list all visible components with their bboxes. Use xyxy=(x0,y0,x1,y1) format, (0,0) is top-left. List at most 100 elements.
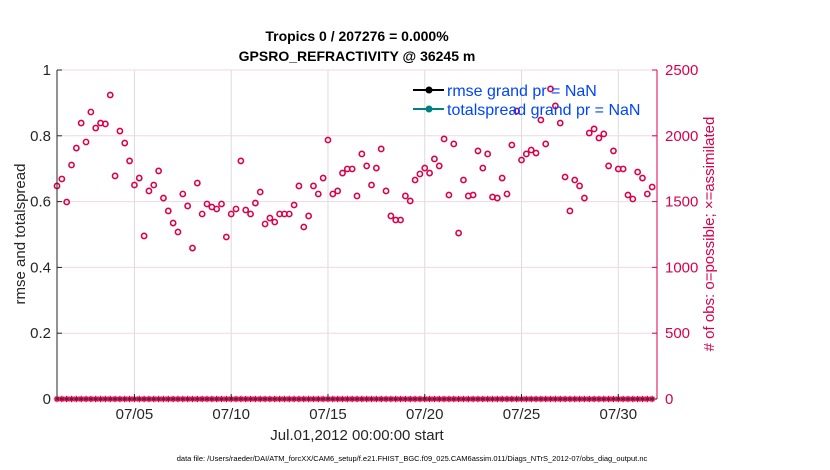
possible-obs-point xyxy=(493,194,501,202)
possible-obs-point xyxy=(363,162,371,170)
possible-obs-point xyxy=(605,162,613,170)
possible-obs-point xyxy=(382,187,390,195)
possible-obs-point xyxy=(581,194,588,202)
possible-obs-point xyxy=(455,229,463,237)
possible-obs-point xyxy=(474,147,482,155)
possible-obs-point xyxy=(503,190,511,198)
possible-obs-point xyxy=(222,233,230,241)
x-tick-label: 07/25 xyxy=(503,406,541,423)
possible-obs-point xyxy=(648,183,656,191)
possible-obs-point xyxy=(82,138,90,146)
possible-obs-point xyxy=(348,165,356,173)
possible-obs-point xyxy=(547,85,554,93)
possible-obs-point xyxy=(140,232,148,240)
possible-obs-point xyxy=(169,219,177,227)
possible-obs-point xyxy=(58,175,66,183)
possible-obs-point xyxy=(576,182,583,190)
possible-obs-point xyxy=(131,181,138,189)
possible-obs-point xyxy=(556,119,564,127)
possible-obs-point xyxy=(624,191,632,199)
possible-obs-point xyxy=(334,187,342,195)
possible-obs-point xyxy=(319,174,327,182)
possible-obs-point xyxy=(619,165,627,173)
y-tick-label-left: 0.4 xyxy=(30,259,51,276)
possible-obs-point xyxy=(150,181,158,189)
possible-obs-point xyxy=(256,188,264,196)
possible-obs-point xyxy=(145,187,153,195)
possible-obs-point xyxy=(566,207,574,215)
possible-obs-point xyxy=(251,199,259,207)
possible-obs-point xyxy=(155,167,163,175)
possible-obs-point xyxy=(484,150,492,158)
possible-obs-point xyxy=(634,168,642,176)
possible-obs-point xyxy=(518,156,525,164)
possible-obs-point xyxy=(213,205,221,213)
legend-marker-totalspread xyxy=(425,105,433,113)
possible-obs-point xyxy=(498,174,506,182)
x-tick-label: 07/05 xyxy=(116,406,154,423)
y-axis-label-left: rmse and totalspread xyxy=(12,164,29,305)
possible-obs-point xyxy=(416,170,424,178)
possible-obs-point xyxy=(184,202,192,210)
possible-obs-point xyxy=(198,210,206,218)
possible-obs-point xyxy=(164,207,172,215)
possible-obs-point xyxy=(111,172,119,180)
possible-obs-point xyxy=(68,161,75,169)
possible-obs-point xyxy=(387,212,395,220)
x-axis-label: Jul.01,2012 00:00:00 start xyxy=(270,427,444,444)
possible-obs-point xyxy=(639,174,646,182)
possible-obs-point xyxy=(508,141,516,149)
possible-obs-point xyxy=(266,214,274,222)
possible-obs-point xyxy=(600,130,608,138)
possible-obs-point xyxy=(561,173,569,181)
possible-obs-point xyxy=(237,157,245,165)
legend: rmse grand pr = NaN totalspread grand pr… xyxy=(413,83,640,119)
y-axis-label-right: # of obs: o=possible; ×=assimilated xyxy=(701,117,718,352)
chart-title-line2: GPSRO_REFRACTIVITY @ 36245 m xyxy=(239,48,476,64)
possible-obs-point xyxy=(77,119,85,127)
possible-obs-point xyxy=(421,164,429,172)
possible-obs-point xyxy=(460,176,467,184)
x-tick-label: 07/15 xyxy=(309,406,347,423)
possible-obs-point xyxy=(571,176,579,184)
possible-obs-point xyxy=(203,200,211,208)
possible-obs-point xyxy=(629,195,637,203)
possible-obs-point xyxy=(339,169,346,177)
possible-obs-point xyxy=(532,149,540,157)
possible-obs-point xyxy=(445,191,453,199)
y-tick-label-left: 0 xyxy=(43,391,51,408)
possible-obs-point xyxy=(87,108,95,116)
possible-obs-point xyxy=(290,201,298,209)
possible-obs-point xyxy=(440,135,448,143)
possible-obs-point xyxy=(63,198,71,206)
x-tick-label: 07/10 xyxy=(212,406,250,423)
x-tick-label: 07/20 xyxy=(406,406,444,423)
possible-obs-point xyxy=(324,136,332,144)
data-file-footer: data file: /Users/raeder/DAI/ATM_forcXX/… xyxy=(177,454,648,463)
y-tick-label-left: 1 xyxy=(43,62,51,79)
x-tick-label: 07/30 xyxy=(600,406,638,423)
possible-obs-point xyxy=(121,139,129,147)
y-tick-label-right: 1500 xyxy=(665,194,698,211)
chart-title-line1: Tropics 0 / 207276 = 0.000% xyxy=(265,28,449,44)
possible-obs-point xyxy=(227,210,235,218)
axes: 07/05 07/10 07/15 07/20 07/25 07/30 0 0 0.2 500 0.… xyxy=(30,62,698,423)
possible-obs-point xyxy=(242,206,250,214)
y-tick-label-right: 2000 xyxy=(665,128,698,145)
possible-obs-point xyxy=(189,244,196,252)
possible-obs-point xyxy=(513,107,521,115)
y-tick-label-right: 500 xyxy=(665,325,690,342)
possible-obs-point xyxy=(426,169,433,177)
possible-obs-point xyxy=(537,116,545,124)
possible-obs-point xyxy=(353,192,361,200)
y-tick-label-left: 0.8 xyxy=(30,128,51,145)
possible-obs-point xyxy=(116,127,124,135)
possible-obs-point xyxy=(401,192,409,200)
y-tick-label-right: 0 xyxy=(665,391,673,408)
possible-obs-point xyxy=(193,179,201,187)
possible-obs-point xyxy=(174,228,182,236)
possible-obs-point xyxy=(479,164,487,172)
y-tick-label-right: 2500 xyxy=(665,62,698,79)
legend-entry-rmse: rmse grand pr = NaN xyxy=(447,83,597,100)
possible-obs-point xyxy=(179,190,187,198)
